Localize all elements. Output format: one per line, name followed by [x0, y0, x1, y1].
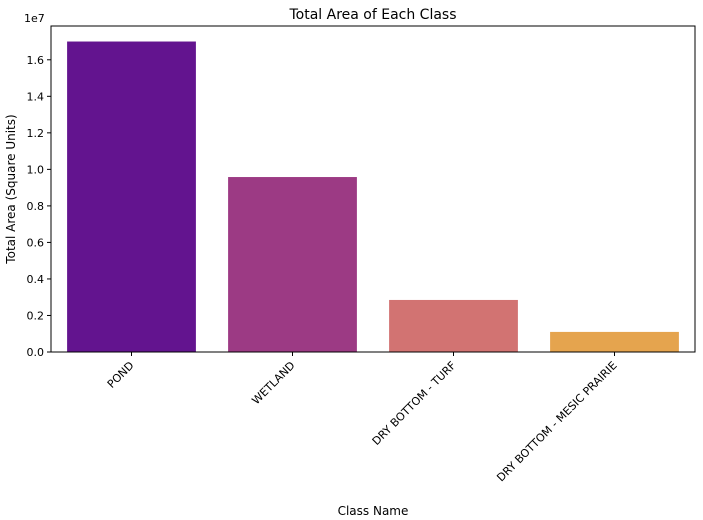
bar-dry-bottom-mesic-prairie [550, 331, 679, 352]
y-axis-ticks: 0.0 0.2 0.4 0.6 0.8 1.0 1.2 1.4 1.6 [27, 54, 51, 359]
y-tick-label: 1.2 [27, 127, 45, 140]
y-tick-label: 1.4 [27, 90, 45, 103]
y-tick-label: 0.6 [27, 236, 45, 249]
plot-area-frame [50, 25, 696, 353]
x-tick-label: WETLAND [249, 359, 297, 407]
x-tick-label: DRY BOTTOM - TURF [370, 359, 459, 448]
bars-group [67, 41, 679, 353]
bar-pond [67, 41, 196, 353]
x-tick-label: POND [105, 359, 137, 391]
y-axis-label: Total Area (Square Units) [4, 114, 18, 264]
y-tick-label: 0.0 [27, 346, 45, 359]
y-tick-label: 1.6 [27, 54, 45, 67]
y-tick-label: 0.8 [27, 200, 45, 213]
chart-title: Total Area of Each Class [288, 7, 456, 23]
x-axis-label: Class Name [338, 504, 409, 518]
y-tick-label: 1.0 [27, 163, 45, 176]
y-tick-label: 0.2 [27, 309, 45, 322]
y-tick-label: 0.4 [27, 273, 45, 286]
y-axis-offset-label: 1e7 [24, 12, 45, 25]
bar-dry-bottom-turf [389, 299, 518, 352]
x-axis-ticks: POND WETLAND DRY BOTTOM - TURF DRY BOTTOM -… [105, 352, 620, 484]
bar-wetland [228, 177, 357, 352]
x-tick-label: DRY BOTTOM - MESIC PRAIRIE [494, 359, 619, 484]
